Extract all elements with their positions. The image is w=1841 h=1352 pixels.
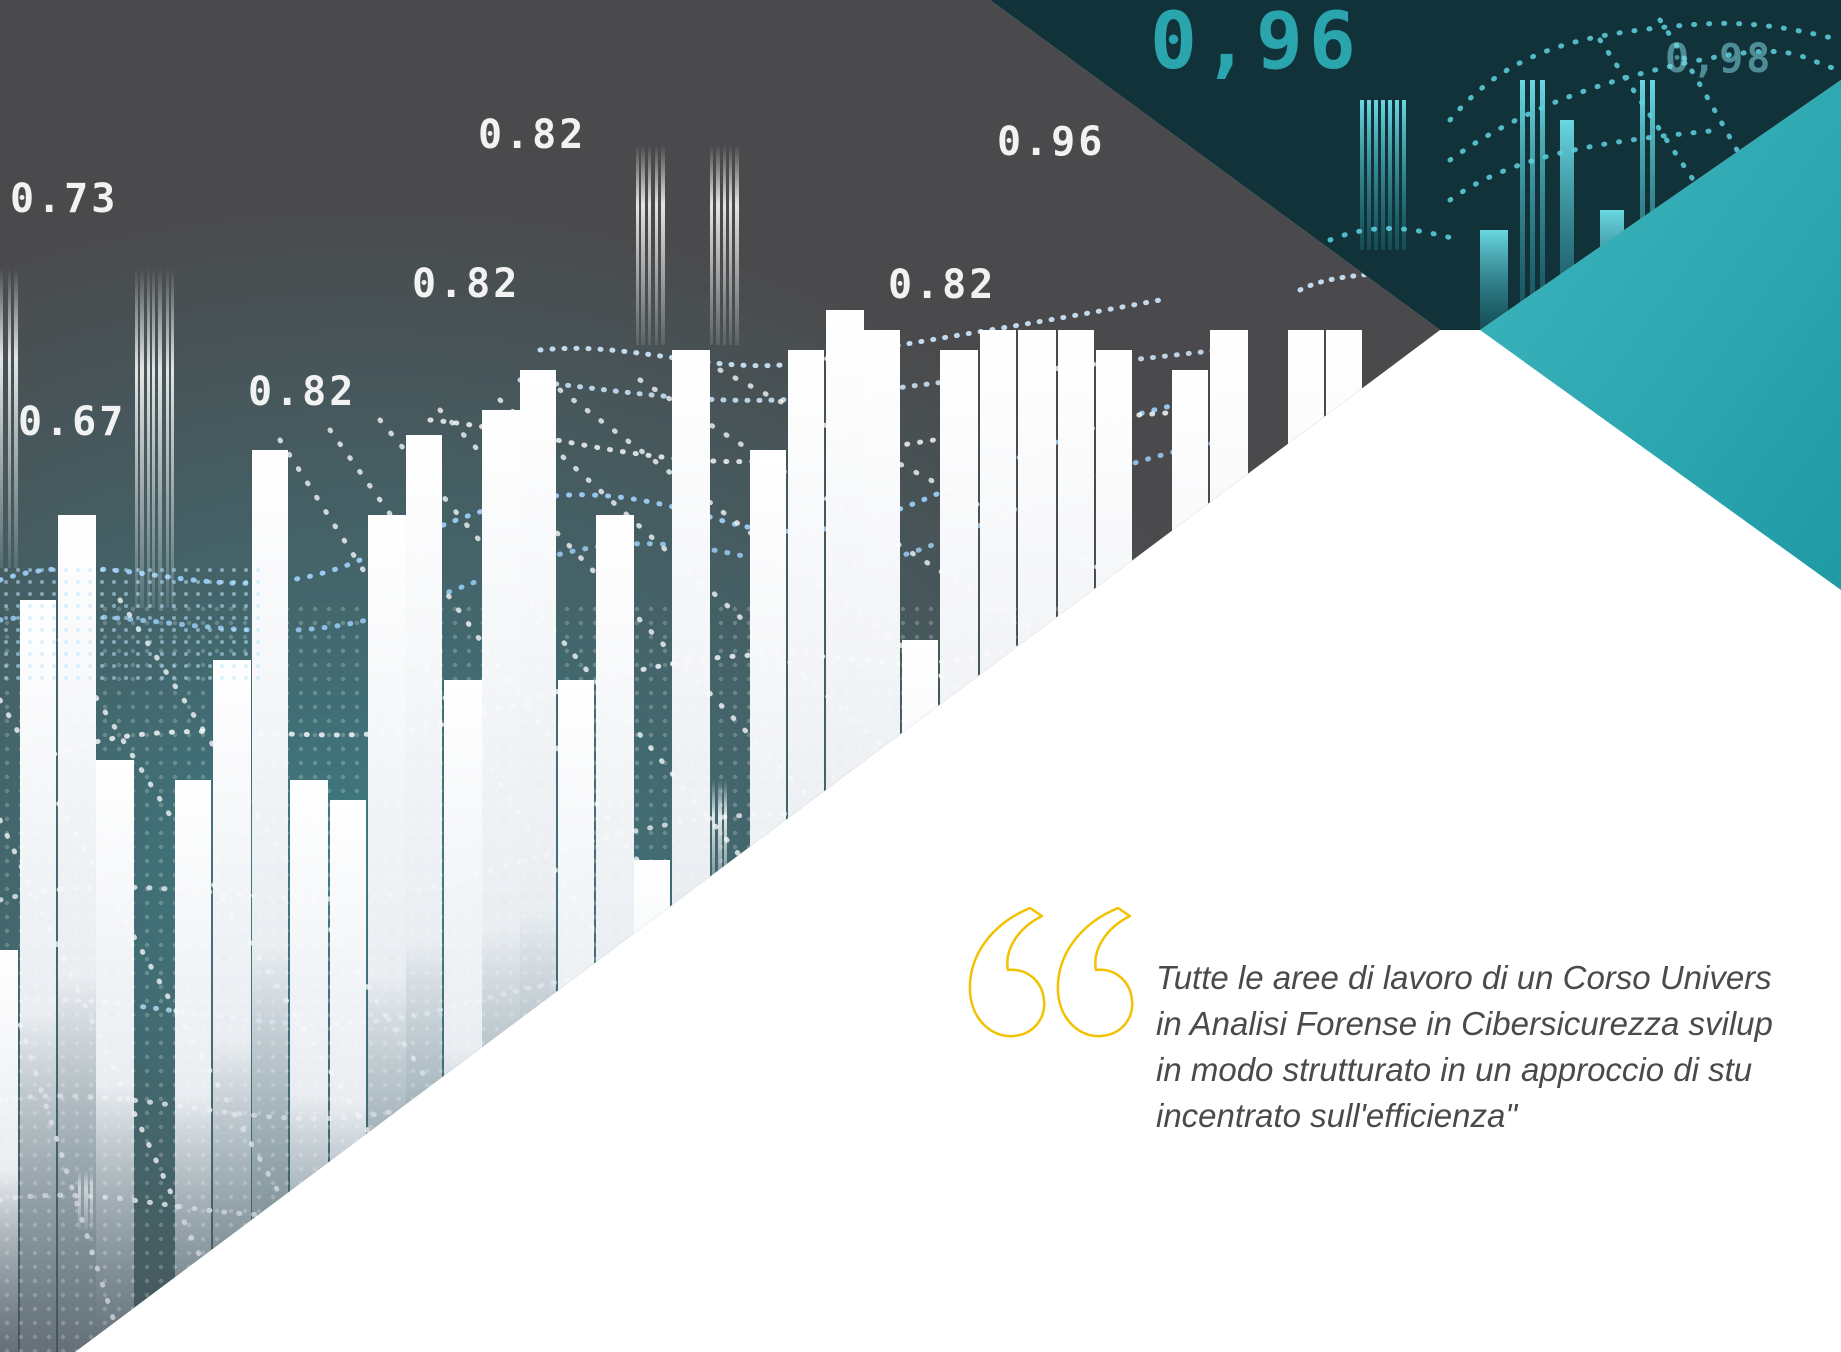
quote-line: incentrato sull'efficienza" xyxy=(1156,1097,1518,1134)
figure-label: 0,98 xyxy=(1665,36,1773,82)
quote-text: Tutte le aree di lavoro di un Corso Univ… xyxy=(1156,955,1841,1139)
teal-accent-panel xyxy=(1480,80,1841,590)
figure-label: 0.82 xyxy=(888,262,996,308)
figure-label: 0.82 xyxy=(248,369,356,415)
teal-labels: 0,96 0,98 xyxy=(1150,0,1773,87)
quote-line: in Analisi Forense in Cibersicurezza svi… xyxy=(1156,1005,1773,1042)
figure-label: 0.67 xyxy=(18,399,126,445)
quote-line: in modo strutturato in un approccio di s… xyxy=(1156,1051,1753,1088)
figure-label: 0.73 xyxy=(10,176,118,222)
double-quote-icon xyxy=(968,906,1134,1038)
figure-labels: 0.73 0.67 0.82 0.82 0.82 0.96 0.82 xyxy=(10,112,1105,445)
figure-label: 0.82 xyxy=(412,261,520,307)
figure-label: 0.82 xyxy=(478,112,586,158)
quote-line: Tutte le aree di lavoro di un Corso Univ… xyxy=(1156,959,1772,996)
figure-label-large: 0,96 xyxy=(1150,0,1362,87)
figure-label: 0.96 xyxy=(997,119,1105,165)
